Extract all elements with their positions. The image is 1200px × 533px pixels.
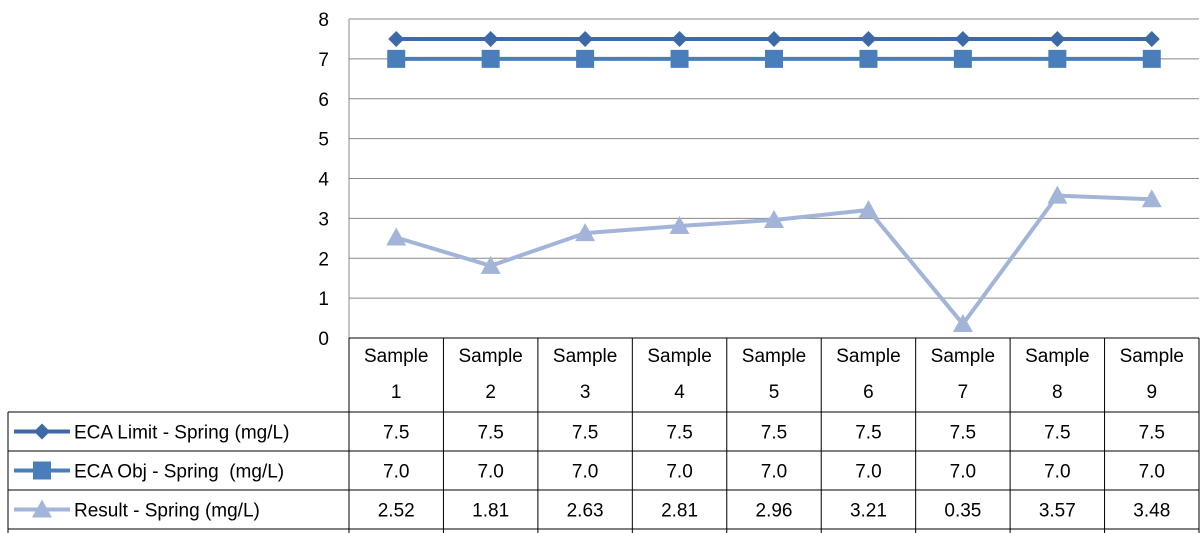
table-value-cell: 7.5 bbox=[761, 423, 787, 444]
table-value-cell: 7.5 bbox=[666, 423, 692, 444]
table-value-cell: 7.5 bbox=[1139, 423, 1165, 444]
table-value-cell: 7.0 bbox=[666, 462, 692, 483]
table-value-cell: 7.0 bbox=[383, 462, 409, 483]
table-value-cell: 3.21 bbox=[850, 501, 887, 522]
category-label: 3 bbox=[580, 382, 591, 403]
table-value-cell: 7.0 bbox=[761, 462, 787, 483]
data-point-marker bbox=[1141, 189, 1162, 208]
category-label: Sample bbox=[458, 346, 522, 367]
category-label: Sample bbox=[364, 346, 428, 367]
category-label: Sample bbox=[1025, 346, 1089, 367]
table-value-cell: 2.81 bbox=[661, 501, 698, 522]
data-table: Sample 1 Sample 2 Sample 3 Sample 4 Sample 5 Sampl… bbox=[7, 337, 1200, 533]
data-point-marker bbox=[1049, 30, 1066, 47]
y-tick-label: 0 bbox=[318, 329, 329, 350]
data-point-marker bbox=[669, 215, 690, 234]
data-point-marker bbox=[766, 30, 782, 47]
y-tick-label: 8 bbox=[318, 10, 329, 31]
data-point-marker bbox=[1048, 49, 1067, 68]
data-point-marker bbox=[386, 227, 407, 246]
data-point-marker bbox=[1047, 185, 1068, 204]
data-point-marker bbox=[480, 255, 501, 274]
category-label: 5 bbox=[769, 382, 780, 403]
data-point-marker bbox=[670, 49, 689, 68]
y-tick-label: 5 bbox=[318, 130, 329, 151]
table-value-cell: 3.57 bbox=[1039, 501, 1076, 522]
category-label: Sample bbox=[931, 346, 995, 367]
table-value-cell: 3.48 bbox=[1133, 501, 1170, 522]
data-point-marker bbox=[765, 49, 783, 68]
table-value-cell: 7.0 bbox=[572, 462, 598, 483]
category-label: 2 bbox=[485, 382, 496, 403]
table-value-cell: 7.0 bbox=[855, 462, 881, 483]
series-name-label: Result - Spring (mg/L) bbox=[74, 501, 260, 522]
table-value-cell: 7.5 bbox=[383, 423, 409, 444]
legend-key-marker bbox=[32, 499, 52, 518]
table-value-cell: 7.0 bbox=[1044, 462, 1070, 483]
table-value-cell: 7.5 bbox=[477, 423, 503, 444]
y-tick-label: 7 bbox=[318, 50, 329, 71]
category-label: Sample bbox=[553, 346, 617, 367]
category-label: 1 bbox=[391, 382, 402, 403]
y-tick-label: 3 bbox=[318, 209, 329, 230]
category-label: Sample bbox=[1120, 346, 1184, 367]
data-point-marker bbox=[482, 30, 499, 47]
table-value-cell: 2.96 bbox=[756, 501, 793, 522]
category-label: Sample bbox=[647, 346, 711, 367]
data-point-marker bbox=[481, 49, 500, 68]
y-tick-label: 2 bbox=[318, 249, 329, 270]
table-value-cell: 7.0 bbox=[1139, 462, 1165, 483]
series-name-label: ECA Obj - Spring (mg/L) bbox=[74, 462, 284, 483]
series-name-label: ECA Limit - Spring (mg/L) bbox=[74, 423, 289, 444]
category-label: Sample bbox=[742, 346, 806, 367]
data-point-marker bbox=[576, 49, 595, 68]
table-value-cell: 2.63 bbox=[567, 501, 604, 522]
y-axis-tick-labels: 0 1 2 3 4 5 6 7 8 bbox=[318, 10, 329, 350]
table-value-cell: 7.5 bbox=[572, 423, 598, 444]
y-tick-label: 1 bbox=[318, 289, 329, 310]
y-tick-label: 6 bbox=[318, 90, 329, 111]
legend-key-marker bbox=[34, 423, 50, 440]
data-point-marker bbox=[1142, 49, 1161, 68]
table-value-cell: 7.0 bbox=[950, 462, 976, 483]
data-point-marker bbox=[575, 223, 596, 242]
data-point-marker bbox=[387, 49, 406, 68]
table-value-cell: 7.5 bbox=[855, 423, 881, 444]
data-point-marker bbox=[954, 30, 971, 47]
legend-key-marker bbox=[33, 461, 51, 480]
category-label: Sample bbox=[836, 346, 900, 367]
series-lines bbox=[386, 30, 1162, 333]
data-point-marker bbox=[858, 200, 879, 219]
table-value-cell: 7.5 bbox=[1044, 423, 1070, 444]
table-value-cell: 7.0 bbox=[477, 462, 503, 483]
category-label: 4 bbox=[674, 382, 685, 403]
table-value-cell: 0.35 bbox=[944, 501, 981, 522]
data-point-marker bbox=[764, 209, 784, 228]
data-point-marker bbox=[953, 49, 972, 68]
data-point-marker bbox=[859, 49, 878, 68]
category-label: 6 bbox=[863, 382, 874, 403]
category-label: 7 bbox=[958, 382, 969, 403]
data-point-marker bbox=[860, 30, 877, 47]
data-point-marker bbox=[952, 314, 973, 333]
data-point-marker bbox=[671, 30, 688, 47]
y-tick-label: 4 bbox=[318, 170, 329, 191]
data-point-marker bbox=[1143, 30, 1160, 47]
table-value-cell: 2.52 bbox=[378, 501, 415, 522]
table-value-cell: 7.5 bbox=[950, 423, 976, 444]
data-point-marker bbox=[577, 30, 594, 47]
category-label: 8 bbox=[1052, 382, 1063, 403]
category-label: 9 bbox=[1146, 382, 1157, 403]
table-value-cell: 1.81 bbox=[472, 501, 509, 522]
data-point-marker bbox=[388, 30, 405, 47]
